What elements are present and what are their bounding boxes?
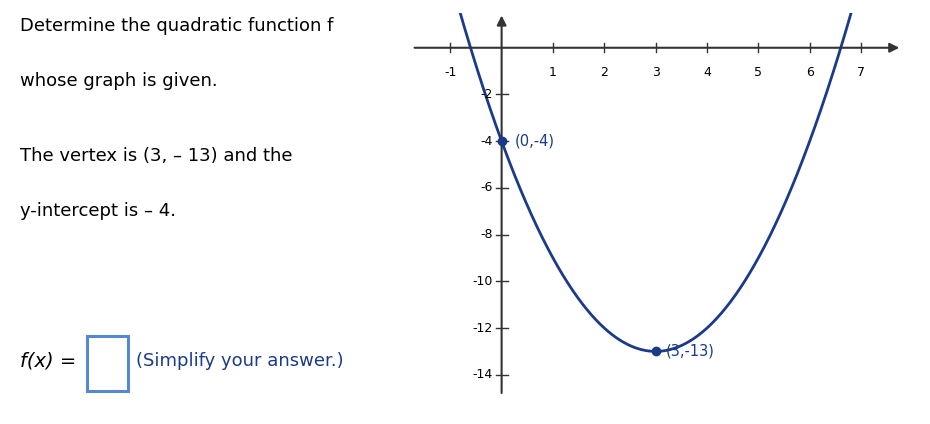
Text: whose graph is given.: whose graph is given.: [20, 72, 218, 90]
Text: The vertex is (3, – 13) and the: The vertex is (3, – 13) and the: [20, 147, 293, 165]
Text: 3: 3: [652, 67, 659, 79]
Text: -4: -4: [481, 135, 493, 148]
Text: -6: -6: [481, 181, 493, 195]
Text: (Simplify your answer.): (Simplify your answer.): [136, 352, 343, 370]
Text: (3,-13): (3,-13): [666, 344, 715, 359]
Text: Determine the quadratic function f: Determine the quadratic function f: [20, 17, 334, 35]
Text: 1: 1: [549, 67, 557, 79]
FancyBboxPatch shape: [87, 336, 128, 391]
Text: 7: 7: [857, 67, 865, 79]
Text: (0,-4): (0,-4): [514, 134, 554, 149]
Text: -12: -12: [472, 321, 493, 335]
Text: 4: 4: [703, 67, 711, 79]
Text: y-intercept is – 4.: y-intercept is – 4.: [20, 202, 177, 220]
Text: 6: 6: [805, 67, 814, 79]
Text: 2: 2: [601, 67, 608, 79]
Text: -2: -2: [481, 88, 493, 101]
Text: 5: 5: [754, 67, 763, 79]
Text: -10: -10: [472, 275, 493, 288]
Text: -1: -1: [445, 67, 457, 79]
Text: -14: -14: [472, 368, 493, 381]
Text: -8: -8: [480, 228, 493, 241]
Text: f(x) =: f(x) =: [20, 351, 76, 371]
